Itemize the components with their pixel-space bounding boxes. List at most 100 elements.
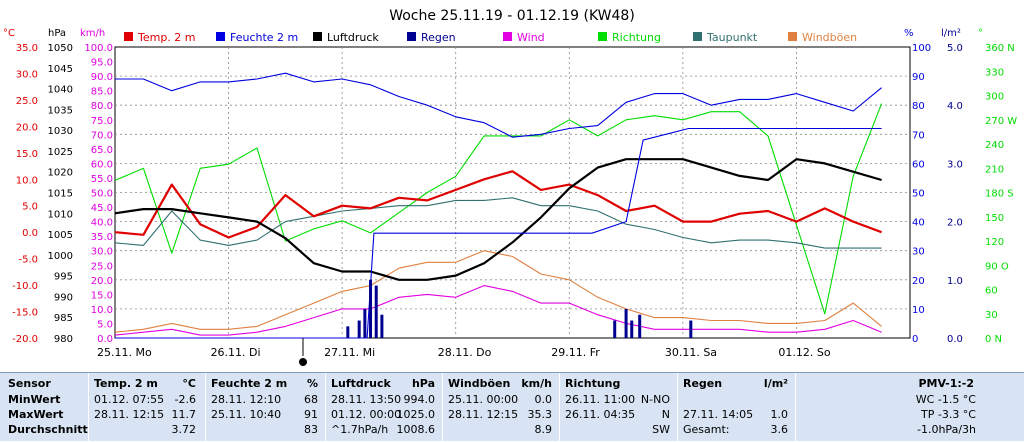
direction-max-time: 26.11. 04:35 (565, 408, 636, 421)
pressure-tick-label: 1050 (48, 43, 73, 54)
wind-tick-label: 85.0 (91, 87, 113, 98)
wind-tick-label: 60.0 (91, 159, 113, 170)
rain-bar (346, 326, 350, 338)
rain-header: Regen (683, 377, 723, 390)
axis-ticks: 35.0 30.0 25.0 20.0 15.0 10.0 5.0 0.0 -5.0 -10.0 -… (12, 43, 1017, 345)
legend-label-7: Windböen (802, 31, 857, 44)
direction-min-value: N-NO (640, 393, 670, 406)
wind-tick-label: 70.0 (91, 130, 113, 141)
wind-tick-label: 20.0 (91, 276, 113, 287)
series-line-taupunkt (114, 197, 882, 249)
series-line-windb-en (114, 250, 882, 333)
temp-max-time: 28.11. 12:15 (94, 408, 165, 421)
legend-label-0: Temp. 2 m (137, 31, 196, 44)
pressure-tick-label: 1020 (48, 168, 73, 179)
wind-tick-label: 55.0 (91, 174, 113, 185)
wind-tick-label: 100.0 (84, 43, 113, 54)
grid (114, 46, 911, 339)
rain-tick-label: 4.0 (947, 101, 963, 112)
humidity-tick-label: 100 (912, 43, 931, 54)
legend-swatch-5 (598, 32, 607, 41)
humidity-tick-label: 80 (912, 101, 925, 112)
chart-title: Woche 25.11.19 - 01.12.19 (KW48) (389, 8, 635, 24)
series-line-richtung (114, 103, 883, 315)
pmv-header: PMV-1:-2 (918, 377, 974, 390)
direction-tick-label: 120 (985, 237, 1004, 248)
humidity-tick-label: 0 (912, 334, 918, 345)
rain-bar (374, 285, 378, 338)
pressure-tick-label: 1040 (48, 85, 73, 96)
sensor-header: Sensor (8, 377, 51, 390)
pressure-tick-label: 1000 (48, 251, 73, 262)
legend-label-4: Wind (517, 31, 545, 44)
humidity-tick-label: 90 (912, 72, 925, 83)
direction-tick-label: 210 (985, 164, 1004, 175)
rain-total-label: Gesamt: (683, 423, 730, 436)
legend-swatch-2 (313, 32, 322, 41)
wind-tick-label: 15.0 (91, 290, 113, 301)
direction-tick-label: 30 (985, 310, 998, 321)
temp-tick-label: 5.0 (22, 202, 38, 213)
temp-column: Temp. 2 m °C 01.12. 07:55 -2.6 28.11. 12… (89, 373, 204, 442)
humidity-tick-label: 50 (912, 189, 925, 200)
direction-tick-label: 90 O (985, 261, 1009, 272)
temp-tick-label: 15.0 (16, 149, 38, 160)
wind-tick-label: 45.0 (91, 203, 113, 214)
temp-min-value: -2.6 (174, 393, 196, 406)
min-label: MinWert (8, 393, 61, 406)
direction-tick-label: 300 (985, 92, 1004, 103)
gust-column: Windböen km/h 25.11. 00:00 0.0 28.11. 12… (443, 373, 558, 442)
pressure-tick-label: 980 (54, 334, 73, 345)
direction-column: Richtung 26.11. 11:00 N-NO 26.11. 04:35 … (560, 373, 676, 442)
rain-bar (638, 314, 642, 338)
chart-svg: Woche 25.11.19 - 01.12.19 (KW48) Temp. 2… (3, 8, 1017, 366)
gust-avg-value: 8.9 (534, 423, 553, 436)
humidity-unit: % (306, 377, 318, 390)
pressure-tick-label: 1035 (48, 105, 73, 116)
wind-tick-label: 5.0 (97, 319, 113, 330)
series-line-luftdruck (114, 158, 882, 281)
series-line-feuchte-2-m (115, 72, 882, 138)
wind-tick-label: 50.0 (91, 189, 113, 200)
wind-unit-label: km/h (80, 28, 105, 39)
gust-min-value: 0.0 (534, 393, 553, 406)
pmv-windchill: WC -1.5 °C (915, 393, 976, 406)
legend-label-2: Luftdruck (327, 31, 379, 44)
pressure-tick-label: 990 (54, 292, 73, 303)
current-time-marker (299, 358, 307, 366)
direction-tick-label: 330 (985, 67, 1004, 78)
direction-tick-label: 270 W (985, 116, 1017, 127)
legend-swatch-0 (124, 32, 133, 41)
pressure-tick-label: 1010 (48, 209, 73, 220)
pressure-min-value: 994.0 (403, 393, 436, 406)
temp-header: Temp. 2 m (94, 377, 158, 390)
wind-tick-label: 35.0 (91, 232, 113, 243)
weather-chart: Woche 25.11.19 - 01.12.19 (KW48) Temp. 2… (3, 8, 1017, 366)
direction-tick-label: 0 N (985, 334, 1002, 345)
rain-bar (630, 320, 634, 338)
wind-tick-label: 80.0 (91, 101, 113, 112)
legend-label-1: Feuchte 2 m (230, 31, 298, 44)
rain-bar (369, 279, 373, 338)
wind-tick-label: 10.0 (91, 305, 113, 316)
legend-swatch-1 (216, 32, 225, 41)
wind-tick-label: 95.0 (91, 58, 113, 69)
pmv-column: PMV-1:-2 WC -1.5 °C TP -3.3 °C -1.0hPa/3… (796, 373, 1024, 442)
wind-tick-label: 65.0 (91, 145, 113, 156)
direction-header: Richtung (565, 377, 621, 390)
rain-tick-label: 5.0 (947, 43, 963, 54)
rain-tick-label: 1.0 (947, 276, 963, 287)
temp-unit-label: °C (3, 28, 15, 39)
pressure-tick-label: 1045 (48, 64, 73, 75)
wind-tick-label: 25.0 (91, 261, 113, 272)
pressure-tick-label: 1025 (48, 147, 73, 158)
humidity-min-value: 68 (304, 393, 318, 406)
avg-label: Durchschnitt (8, 423, 88, 436)
humidity-column: Feuchte 2 m % 28.11. 12:10 68 25.11. 10:… (206, 373, 324, 442)
temp-tick-label: -10.0 (12, 281, 38, 292)
legend-swatch-7 (788, 32, 797, 41)
pressure-min-time: 28.11. 13:50 (331, 393, 402, 406)
temp-tick-label: -15.0 (12, 308, 38, 319)
wind-tick-label: 30.0 (91, 247, 113, 258)
wind-tick-label: 0.0 (97, 334, 113, 345)
